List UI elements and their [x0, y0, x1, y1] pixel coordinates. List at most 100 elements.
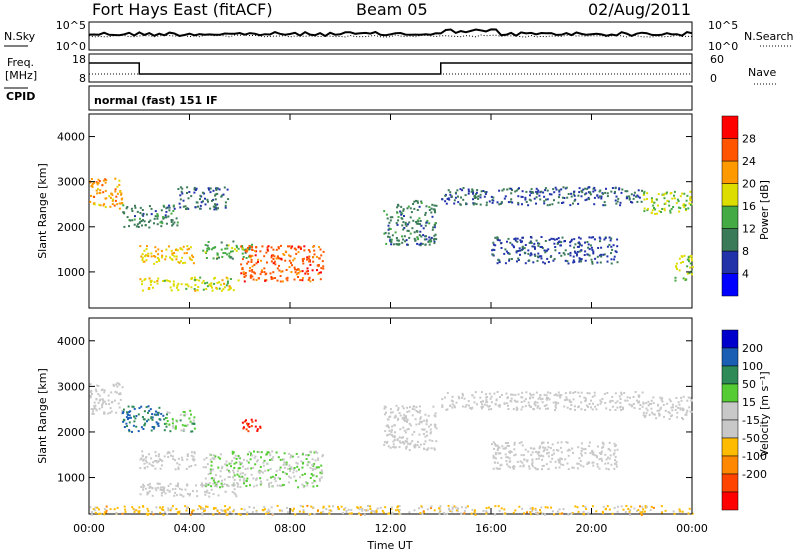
velocity-cell [490, 401, 493, 404]
power-cell [194, 189, 197, 191]
power-cell [608, 243, 611, 246]
velocity-cell [312, 485, 315, 488]
velocity-cell [256, 450, 259, 453]
power-cell [148, 205, 151, 208]
velocity-cell [481, 405, 484, 408]
velocity-cell [176, 462, 179, 465]
power-cell [397, 219, 400, 222]
velocity-cell [675, 405, 678, 408]
velocity-cell [581, 454, 583, 457]
power-cell [528, 241, 531, 244]
power-cell [504, 248, 507, 251]
velocity-cell [391, 434, 394, 437]
power-cell [322, 267, 325, 270]
power-cell [682, 204, 685, 207]
power-cell [416, 209, 419, 211]
power-cell [318, 246, 321, 249]
velocity-cell [611, 512, 614, 515]
velocity-cell [212, 454, 215, 457]
power-cell [544, 262, 546, 265]
power-cell [242, 256, 245, 258]
velocity-cell [566, 449, 569, 452]
velocity-cell [554, 404, 557, 407]
power-cell [91, 185, 94, 188]
velocity-cell [469, 407, 472, 409]
velocity-cell [629, 513, 632, 516]
velocity-cell [385, 411, 387, 414]
velocity-cell [370, 511, 373, 514]
power-cell [158, 260, 161, 262]
freq-tick-top: 18 [72, 53, 86, 66]
velocity-cell [298, 510, 301, 513]
velocity-cell [546, 391, 549, 394]
power-cell [213, 246, 216, 249]
power-cell [145, 259, 148, 262]
power-cell [557, 201, 560, 204]
velocity-cell [250, 467, 253, 470]
velocity-cell [259, 426, 262, 429]
velocity-cell [119, 398, 122, 401]
power-cell [418, 205, 421, 208]
power-cell [230, 256, 233, 259]
velocity-cell [232, 482, 235, 485]
velocity-cell [145, 406, 148, 409]
power-cell [396, 243, 399, 246]
power-cell [589, 193, 592, 196]
power-cell [396, 223, 399, 226]
power-cell [632, 197, 635, 200]
power-cell [656, 204, 659, 207]
power-cell [497, 239, 500, 242]
power-cell [137, 226, 140, 228]
power-cell [95, 189, 98, 192]
velocity-cell [284, 462, 287, 465]
velocity-cell [406, 420, 408, 423]
velocity-cell [262, 461, 265, 464]
velocity-cell [608, 508, 611, 511]
time-tick-label: 00:00 [73, 522, 105, 535]
velocity-cell [596, 456, 598, 459]
velocity-cell [650, 506, 653, 508]
power-cell [285, 269, 288, 271]
velocity-cell [141, 450, 144, 453]
velocity-cell [232, 469, 235, 472]
velocity-cell [213, 477, 216, 480]
velocity-cell [532, 465, 534, 468]
velocity-cell [209, 468, 212, 471]
power-cell [553, 191, 556, 194]
power-cell [156, 282, 159, 285]
power-cell [269, 272, 272, 275]
power-cell [650, 197, 653, 200]
velocity-cell [398, 446, 401, 449]
power-cell [420, 202, 423, 204]
velocity-cell [544, 513, 546, 516]
velocity-cell [202, 466, 205, 469]
velocity-cell [156, 461, 159, 464]
power-cell [664, 192, 667, 195]
velocity-cell [256, 459, 259, 462]
velocity-cell [588, 403, 591, 405]
velocity-cell [233, 492, 236, 495]
velocity-cell [429, 431, 432, 434]
power-cell [150, 207, 153, 210]
power-cell [402, 238, 405, 241]
power-cell [613, 192, 616, 195]
velocity-cell [311, 482, 314, 484]
velocity-cell [609, 449, 612, 452]
velocity-cell [308, 461, 311, 464]
velocity-cell [172, 424, 175, 427]
power-cell [689, 196, 692, 199]
velocity-cell [507, 442, 509, 444]
power-cell [606, 255, 609, 258]
velocity-cell [601, 397, 604, 400]
velocity-cell [245, 428, 248, 431]
velocity-cell [584, 397, 587, 400]
power-colorbar-swatch [721, 160, 739, 184]
power-cell [689, 190, 692, 193]
velocity-cell [426, 448, 429, 451]
power-cell [199, 198, 201, 201]
power-cell [263, 267, 266, 270]
power-cell [643, 198, 646, 201]
power-cell [638, 196, 641, 199]
power-cell [451, 195, 453, 198]
velocity-cell [304, 472, 306, 475]
